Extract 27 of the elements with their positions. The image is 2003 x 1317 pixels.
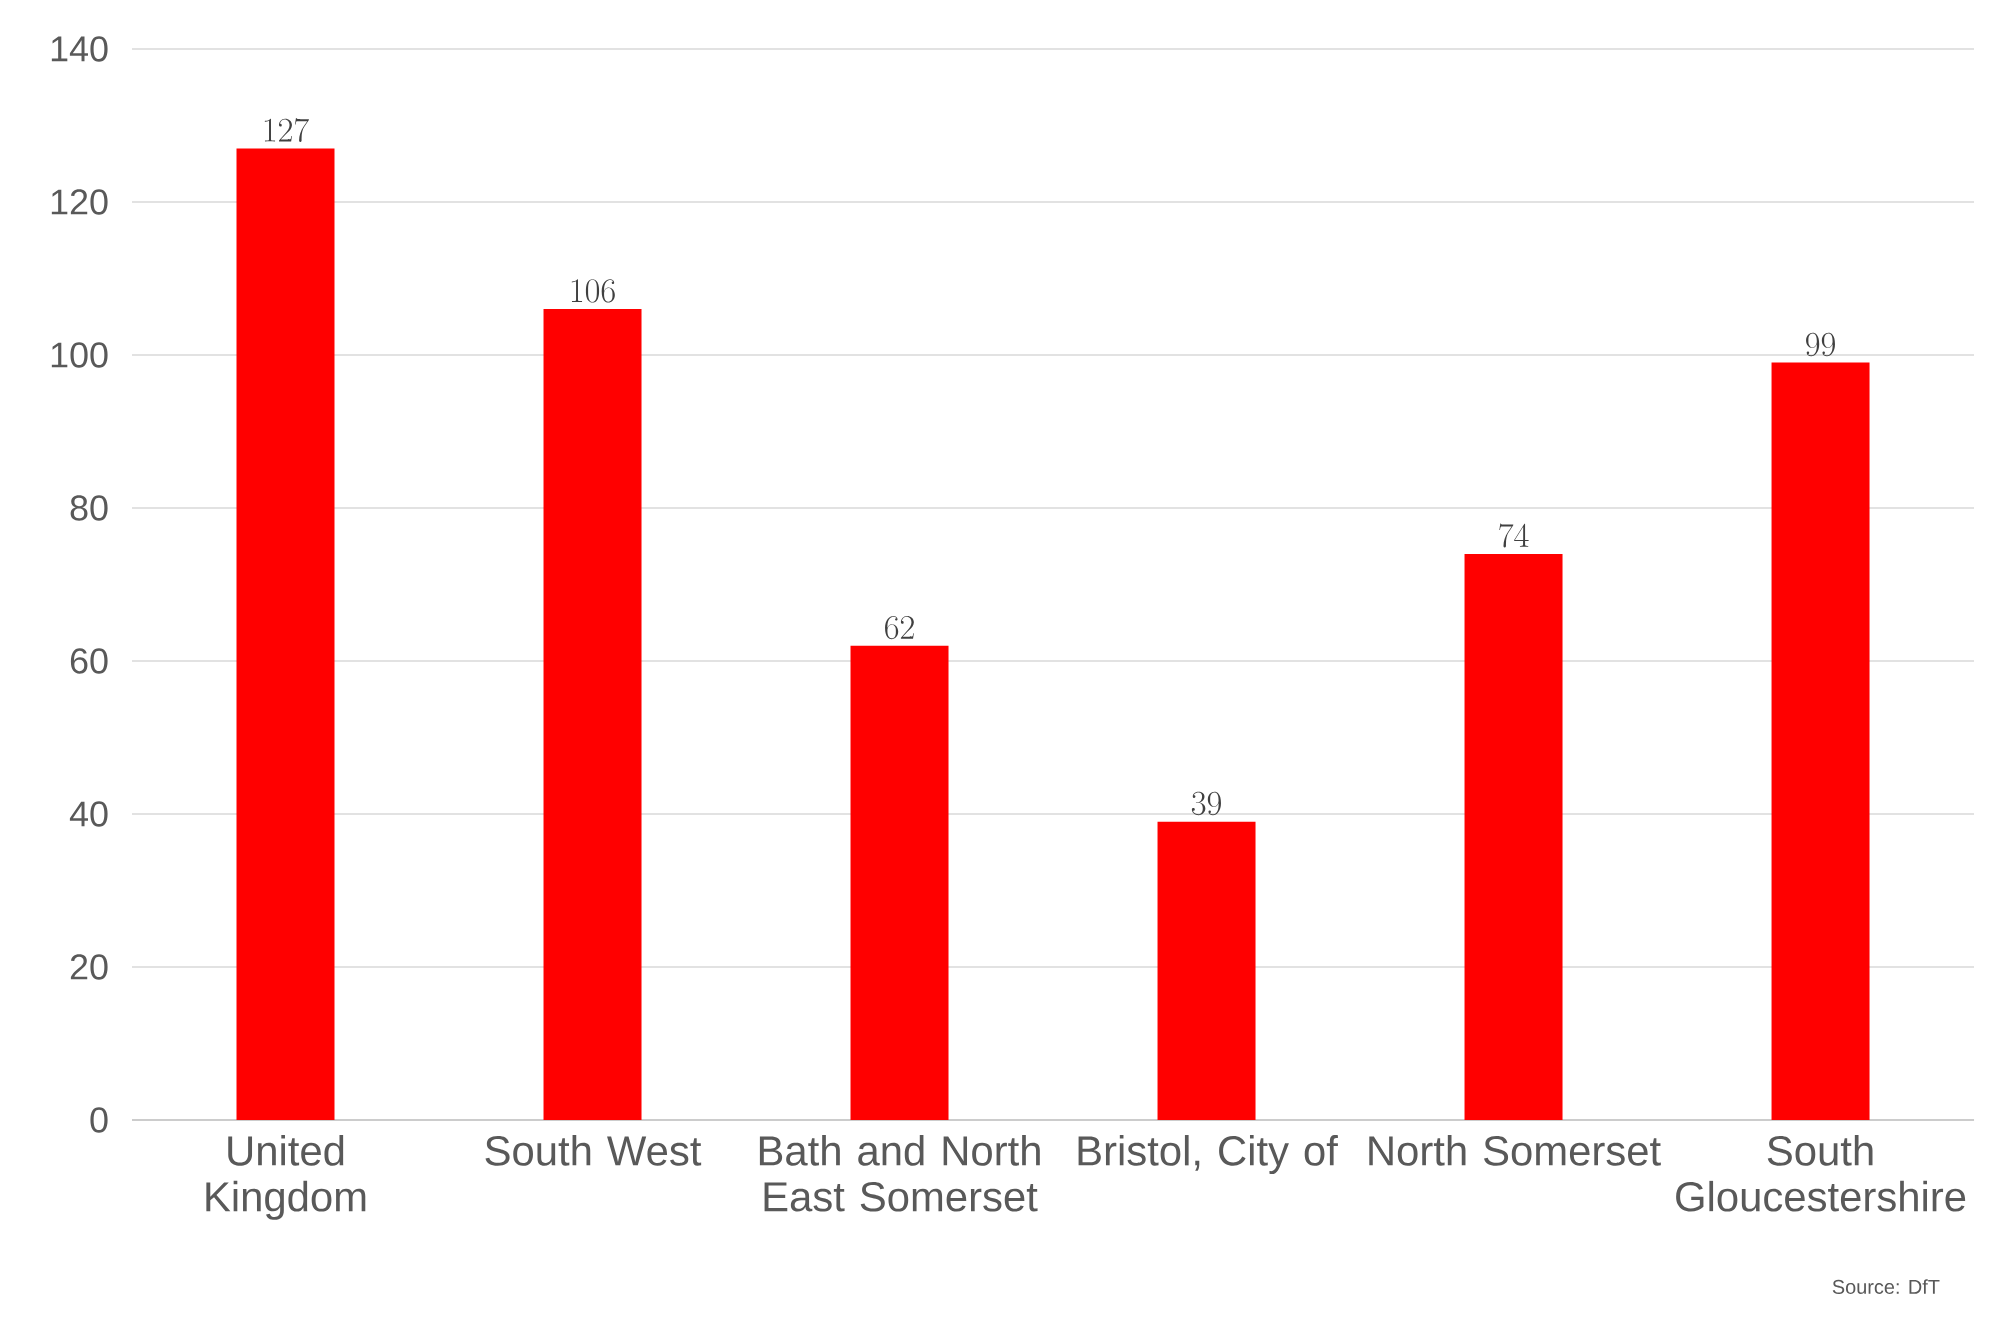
- data-label: 106: [571, 279, 615, 303]
- x-tick-label: South West: [485, 1135, 702, 1166]
- source-note: Source: DfT: [1832, 1279, 1940, 1294]
- x-tick-label: Bristol, City of: [1078, 1135, 1338, 1175]
- data-label: 99: [1806, 332, 1835, 357]
- bar: [1157, 821, 1256, 1120]
- y-tick-label: 60: [70, 648, 108, 674]
- bar: [1771, 362, 1870, 1120]
- data-label: 39: [1191, 791, 1221, 816]
- data-label: 62: [885, 615, 914, 640]
- y-tick-label: 120: [51, 189, 108, 215]
- x-tick-label: North Somerset: [1369, 1135, 1661, 1166]
- y-tick-label: 20: [70, 954, 108, 980]
- bar: [236, 148, 335, 1120]
- data-label: 74: [1499, 523, 1529, 548]
- bar: [1464, 553, 1563, 1120]
- x-tick-label: Bath and North East Somerset: [759, 1135, 1040, 1212]
- y-tick-label: 140: [51, 36, 108, 62]
- x-tick-label: United Kingdom: [206, 1135, 366, 1220]
- bar: [543, 309, 642, 1120]
- y-tick-label: 0: [90, 1107, 108, 1133]
- x-tick-label: South Gloucestershire: [1676, 1135, 1966, 1212]
- bar: [850, 645, 949, 1120]
- y-tick-label: 40: [69, 801, 108, 827]
- y-tick-label: 80: [70, 495, 108, 521]
- data-label: 127: [264, 118, 309, 142]
- y-tick-label: 100: [51, 342, 108, 368]
